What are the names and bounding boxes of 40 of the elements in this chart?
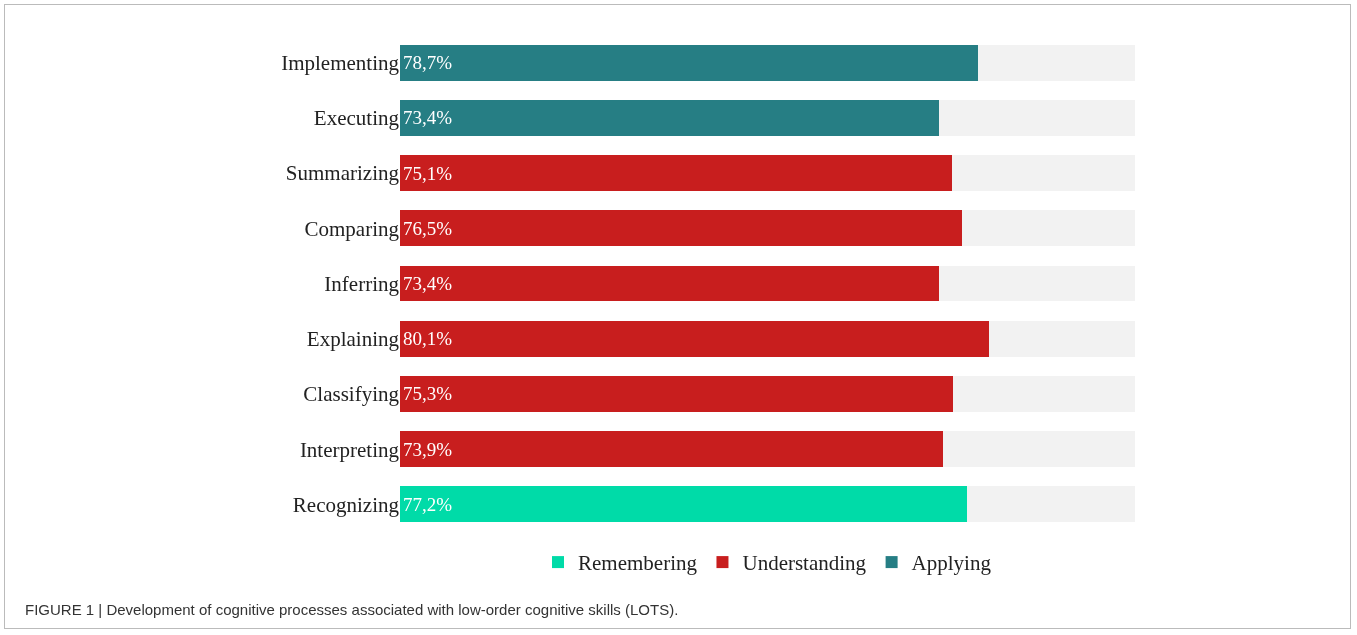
bar: [400, 155, 952, 191]
y-tick-label: Classifying: [303, 382, 400, 407]
bar: [939, 265, 1135, 302]
y-tick-label: Interpreting: [299, 437, 400, 462]
y-tick-label: Summarizing: [285, 161, 400, 186]
y-tick-label: Inferring: [324, 271, 400, 296]
data-label: 73,4%: [403, 273, 453, 294]
data-label: 78,7%: [403, 52, 453, 74]
bar: [400, 265, 940, 302]
bar: [400, 431, 944, 468]
caption: FIGURE 1 | Development of cognitive processes associated with low-order cognitive skills (LOTS).: [25, 601, 679, 618]
bar: [988, 320, 1135, 357]
y-tick-label: Comparing: [304, 216, 400, 241]
data-label: 76,5%: [403, 217, 453, 239]
bar: [400, 486, 968, 523]
bar: [953, 376, 1135, 412]
data-label: 75,1%: [403, 162, 453, 184]
y-tick-label: Recognizing: [292, 492, 400, 517]
legend-label: Understanding: [742, 551, 867, 576]
bar: [400, 99, 940, 136]
bar: [951, 155, 1135, 191]
data-label: 77,2%: [403, 493, 453, 515]
y-tick-label: Explaining: [306, 327, 400, 352]
bar: [400, 376, 954, 412]
legend-label: Remembering: [578, 551, 698, 576]
bar: [962, 210, 1135, 247]
y-tick-label: Executing: [313, 106, 400, 131]
bar: [400, 210, 963, 247]
bar: [967, 486, 1135, 523]
bar: [978, 44, 1135, 81]
bar: [400, 44, 979, 81]
legend-label: Applying: [911, 551, 992, 576]
y-tick-label: Implementing: [281, 50, 400, 75]
bar: [400, 320, 989, 357]
data-label: 73,9%: [403, 438, 453, 460]
data-label: 75,3%: [403, 383, 453, 405]
bar: [943, 431, 1135, 468]
data-label: 73,4%: [403, 107, 453, 129]
data-label: 80,1%: [403, 328, 453, 350]
bar: [939, 99, 1135, 136]
